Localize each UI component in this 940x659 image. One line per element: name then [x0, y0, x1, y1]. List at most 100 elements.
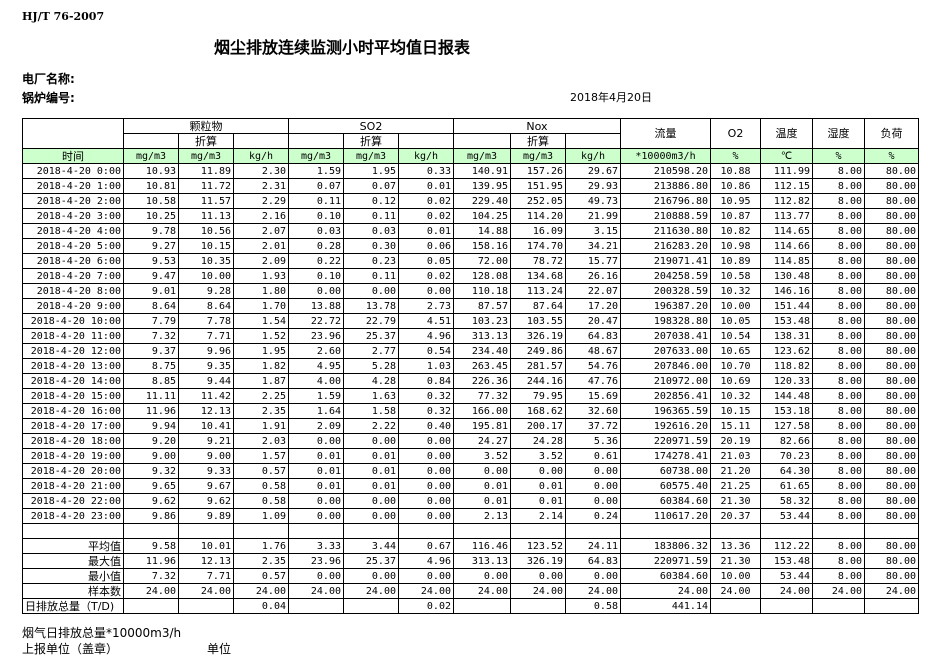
time-cell: 2018-4-20 17:00	[22, 418, 124, 434]
value-cell: 134.68	[510, 268, 566, 284]
value-cell: 8.00	[812, 328, 865, 344]
value-cell: 2.14	[510, 508, 566, 524]
value-cell: 2.30	[233, 163, 289, 179]
stats-value: 183806.32	[620, 538, 711, 554]
value-cell: 0.02	[398, 268, 454, 284]
value-cell: 0.00	[398, 493, 454, 509]
value-cell: 4.51	[398, 313, 454, 329]
value-cell: 9.32	[123, 463, 179, 479]
daily-total-value	[123, 598, 179, 614]
value-cell: 0.00	[398, 463, 454, 479]
report-title: 烟尘排放连续监测小时平均值日报表	[214, 38, 471, 57]
stats-value: 24.00	[123, 583, 179, 599]
value-cell: 0.01	[398, 178, 454, 194]
value-cell: 21.03	[710, 448, 761, 464]
stats-value: 24.00	[864, 583, 919, 599]
daily-total-value: 441.14	[620, 598, 711, 614]
daily-total-value	[178, 598, 234, 614]
value-cell: 9.20	[123, 433, 179, 449]
value-cell: 10.54	[710, 328, 761, 344]
stats-value: 13.36	[710, 538, 761, 554]
value-cell: 14.88	[453, 223, 511, 239]
header-unit: mg/m3	[510, 148, 566, 164]
value-cell: 8.00	[812, 268, 865, 284]
value-cell: 8.00	[812, 313, 865, 329]
value-cell: 1.58	[343, 403, 399, 419]
value-cell: 0.30	[343, 238, 399, 254]
table-row: 2018-4-20 21:00 9.65 9.67 0.58 0.01 0.01 0.00 0…	[22, 478, 919, 494]
value-cell: 1.59	[288, 163, 344, 179]
value-cell: 9.44	[178, 373, 234, 389]
header-group: SO2	[288, 118, 454, 134]
blank-cell	[510, 523, 566, 539]
value-cell: 2.77	[343, 343, 399, 359]
stats-value: 24.00	[398, 583, 454, 599]
stats-value: 24.00	[760, 583, 813, 599]
blank-cell	[123, 523, 179, 539]
value-cell: 114.66	[760, 238, 813, 254]
stats-value: 10.00	[710, 568, 761, 584]
stats-value: 0.00	[510, 568, 566, 584]
value-cell: 10.25	[123, 208, 179, 224]
value-cell: 4.95	[288, 358, 344, 374]
value-cell: 118.82	[760, 358, 813, 374]
value-cell: 80.00	[864, 193, 919, 209]
value-cell: 80.00	[864, 268, 919, 284]
value-cell: 0.84	[398, 373, 454, 389]
value-cell: 54.76	[565, 358, 621, 374]
value-cell: 2.22	[343, 418, 399, 434]
value-cell: 0.00	[565, 478, 621, 494]
value-cell: 0.07	[343, 178, 399, 194]
value-cell: 0.01	[288, 463, 344, 479]
stats-value: 25.37	[343, 553, 399, 569]
header-row-converted: 折算 折算 折算	[23, 133, 919, 149]
value-cell: 0.02	[398, 208, 454, 224]
table-row: 2018-4-20 22:00 9.62 9.62 0.58 0.00 0.00 0.00 0…	[22, 493, 919, 509]
header-unit: %	[864, 148, 919, 164]
value-cell: 8.00	[812, 223, 865, 239]
value-cell: 61.65	[760, 478, 813, 494]
value-cell: 1.80	[233, 283, 289, 299]
header-unit: *10000m3/h	[620, 148, 711, 164]
value-cell: 80.00	[864, 328, 919, 344]
value-cell: 0.00	[510, 463, 566, 479]
value-cell: 2.35	[233, 403, 289, 419]
value-cell: 9.00	[123, 448, 179, 464]
stats-value: 10.01	[178, 538, 234, 554]
value-cell: 10.15	[178, 238, 234, 254]
daily-total-value	[760, 598, 813, 614]
value-cell: 0.00	[288, 433, 344, 449]
table-row: 2018-4-20 3:00 10.25 11.13 2.16 0.10 0.11 0.02…	[22, 208, 919, 224]
value-cell: 8.00	[812, 403, 865, 419]
value-cell: 72.00	[453, 253, 511, 269]
value-cell: 128.08	[453, 268, 511, 284]
stats-value: 80.00	[864, 553, 919, 569]
value-cell: 20.19	[710, 433, 761, 449]
stats-value: 1.76	[233, 538, 289, 554]
blank-row	[22, 523, 919, 539]
value-cell: 15.11	[710, 418, 761, 434]
header-converted: 折算	[510, 133, 566, 149]
value-cell: 9.21	[178, 433, 234, 449]
value-cell: 0.00	[343, 283, 399, 299]
daily-total-value	[864, 598, 919, 614]
value-cell: 80.00	[864, 223, 919, 239]
blank-cell	[710, 523, 761, 539]
stats-value: 24.00	[510, 583, 566, 599]
value-cell: 0.33	[398, 163, 454, 179]
value-cell: 204258.59	[620, 268, 711, 284]
value-cell: 17.20	[565, 298, 621, 314]
value-cell: 11.11	[123, 388, 179, 404]
value-cell: 8.00	[812, 193, 865, 209]
stats-value: 24.00	[620, 583, 711, 599]
value-cell: 0.28	[288, 238, 344, 254]
value-cell: 1.59	[288, 388, 344, 404]
daily-total-value	[343, 598, 399, 614]
value-cell: 8.00	[812, 463, 865, 479]
stats-value: 8.00	[812, 568, 865, 584]
stats-label: 最大值	[22, 553, 124, 569]
value-cell: 207846.00	[620, 358, 711, 374]
value-cell: 5.36	[565, 433, 621, 449]
value-cell: 2.16	[233, 208, 289, 224]
value-cell: 7.71	[178, 328, 234, 344]
